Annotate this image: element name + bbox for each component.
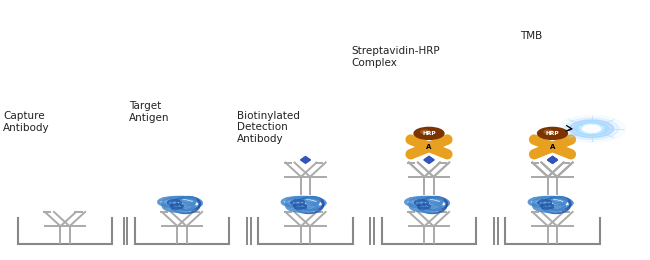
Circle shape bbox=[569, 120, 614, 138]
Circle shape bbox=[544, 130, 553, 134]
Polygon shape bbox=[424, 157, 434, 163]
Text: A: A bbox=[550, 144, 555, 150]
Text: Target
Antigen: Target Antigen bbox=[129, 101, 169, 123]
Circle shape bbox=[542, 143, 563, 151]
Polygon shape bbox=[300, 157, 311, 163]
Circle shape bbox=[582, 125, 601, 132]
Polygon shape bbox=[547, 157, 558, 163]
Text: Streptavidin-HRP
Complex: Streptavidin-HRP Complex bbox=[351, 46, 439, 68]
Circle shape bbox=[538, 127, 567, 139]
Circle shape bbox=[558, 115, 625, 142]
Polygon shape bbox=[424, 157, 434, 163]
Text: A: A bbox=[426, 144, 432, 150]
Text: Biotinylated
Detection
Antibody: Biotinylated Detection Antibody bbox=[237, 111, 300, 144]
Text: Capture
Antibody: Capture Antibody bbox=[3, 111, 50, 133]
Polygon shape bbox=[547, 157, 558, 163]
Circle shape bbox=[421, 130, 430, 134]
Circle shape bbox=[419, 143, 439, 151]
Text: HRP: HRP bbox=[422, 131, 436, 136]
Text: HRP: HRP bbox=[546, 131, 559, 136]
Text: TMB: TMB bbox=[520, 31, 542, 41]
Circle shape bbox=[414, 127, 444, 139]
Circle shape bbox=[575, 122, 608, 135]
Circle shape bbox=[579, 124, 604, 134]
Circle shape bbox=[564, 118, 619, 140]
